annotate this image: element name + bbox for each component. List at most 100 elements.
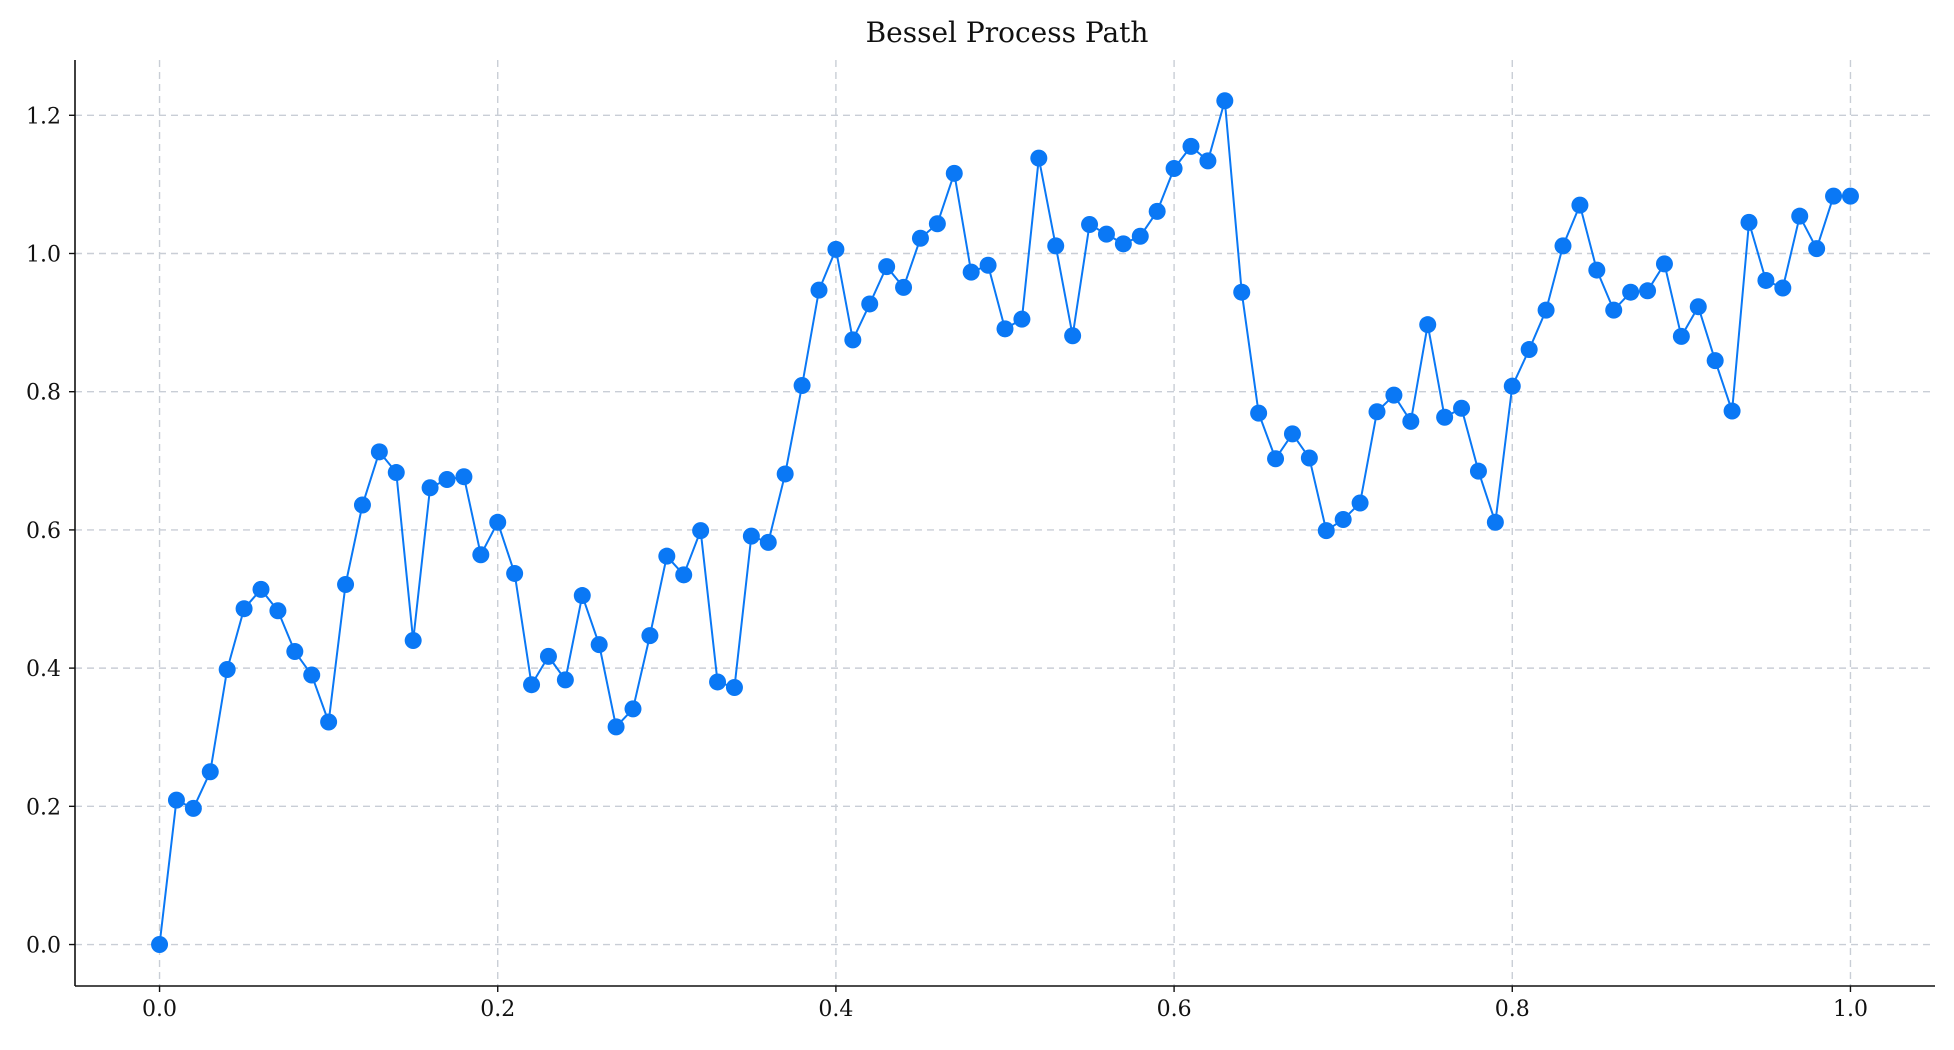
data-point [624, 700, 642, 718]
data-point [1655, 255, 1673, 273]
data-point [167, 791, 185, 809]
data-point [539, 647, 557, 665]
data-point [1385, 386, 1403, 404]
data-point [1233, 283, 1251, 301]
data-point [1131, 227, 1149, 245]
data-point [1317, 522, 1335, 540]
data-point [1081, 215, 1099, 233]
data-point [1841, 187, 1859, 205]
data-point [1825, 187, 1843, 205]
data-point [759, 533, 777, 551]
x-tick-label: 0.0 [142, 997, 177, 1022]
data-point [692, 522, 710, 540]
data-point [962, 263, 980, 281]
data-point [979, 256, 997, 274]
data-point [404, 631, 422, 649]
data-point [184, 799, 202, 817]
data-point [1469, 462, 1487, 480]
data-point [945, 164, 963, 182]
data-point [1047, 237, 1065, 255]
data-point [1537, 301, 1555, 319]
data-point [506, 564, 524, 582]
data-point [353, 496, 371, 514]
data-point [1283, 425, 1301, 443]
data-point [387, 464, 405, 482]
data-point [421, 479, 439, 497]
data-point [1436, 408, 1454, 426]
data-point [1368, 403, 1386, 421]
data-point [641, 627, 659, 645]
data-point [455, 468, 473, 486]
y-tick-label: 1.0 [26, 242, 61, 267]
data-point [438, 470, 456, 488]
data-point [725, 678, 743, 696]
data-point [252, 580, 270, 598]
x-tick-label: 0.2 [480, 997, 515, 1022]
data-point [1030, 149, 1048, 167]
data-point [523, 676, 541, 694]
data-point [1808, 240, 1826, 258]
data-point [1503, 377, 1521, 395]
data-point [573, 587, 591, 605]
data-point [827, 240, 845, 258]
data-point [1351, 494, 1369, 512]
data-point [590, 636, 608, 654]
data-point [1165, 159, 1183, 177]
data-point [1199, 152, 1217, 170]
data-point [1554, 237, 1572, 255]
x-tick-label: 0.6 [1157, 997, 1192, 1022]
axes [74, 60, 1935, 987]
data-point [1216, 92, 1234, 110]
data-point [489, 513, 507, 531]
data-point [472, 546, 490, 564]
data-point [928, 215, 946, 233]
data-point [911, 229, 929, 247]
data-point [1402, 412, 1420, 430]
data-point [1182, 137, 1200, 155]
data-point [1148, 202, 1166, 220]
data-point [1520, 341, 1538, 359]
y-tick-label: 0.2 [26, 795, 61, 820]
data-point [1757, 271, 1775, 289]
data-point [151, 936, 169, 954]
y-tick-label: 0.6 [26, 519, 61, 544]
data-point [320, 713, 338, 731]
data-point [269, 602, 287, 620]
data-point [1097, 225, 1115, 243]
data-point [776, 465, 794, 483]
data-point [861, 295, 879, 313]
y-tick-label: 0.0 [26, 934, 61, 959]
data-point [675, 566, 693, 584]
data-point [1267, 450, 1285, 468]
x-tick-label: 0.8 [1495, 997, 1530, 1022]
y-tick-label: 0.4 [26, 657, 61, 682]
data-point [1605, 301, 1623, 319]
data-point [1334, 511, 1352, 529]
series-layer [151, 92, 1859, 954]
y-tick-label: 1.2 [26, 104, 61, 129]
data-point [810, 281, 828, 299]
data-point [878, 258, 896, 276]
data-point [1114, 235, 1132, 253]
data-point [370, 443, 388, 461]
data-point [709, 673, 727, 691]
data-point [1689, 298, 1707, 316]
data-point [844, 331, 862, 349]
data-point [1419, 316, 1437, 334]
tick-labels: 0.0 0.2 0.4 0.6 0.8 1.0 0.0 0.2 0.4 0.6 0.8 1.0 1.2 [26, 104, 1868, 1022]
data-point [1486, 513, 1504, 531]
data-point [1064, 327, 1082, 345]
data-point [658, 547, 676, 565]
data-point [1672, 327, 1690, 345]
data-point [1453, 399, 1471, 417]
data-point [1774, 279, 1792, 297]
data-point [235, 600, 253, 618]
data-point [1013, 310, 1031, 328]
data-point [1300, 449, 1318, 467]
data-point [1250, 404, 1268, 422]
x-tick-label: 0.4 [818, 997, 853, 1022]
data-point [742, 527, 760, 545]
data-point [1622, 283, 1640, 301]
data-point [1571, 196, 1589, 214]
